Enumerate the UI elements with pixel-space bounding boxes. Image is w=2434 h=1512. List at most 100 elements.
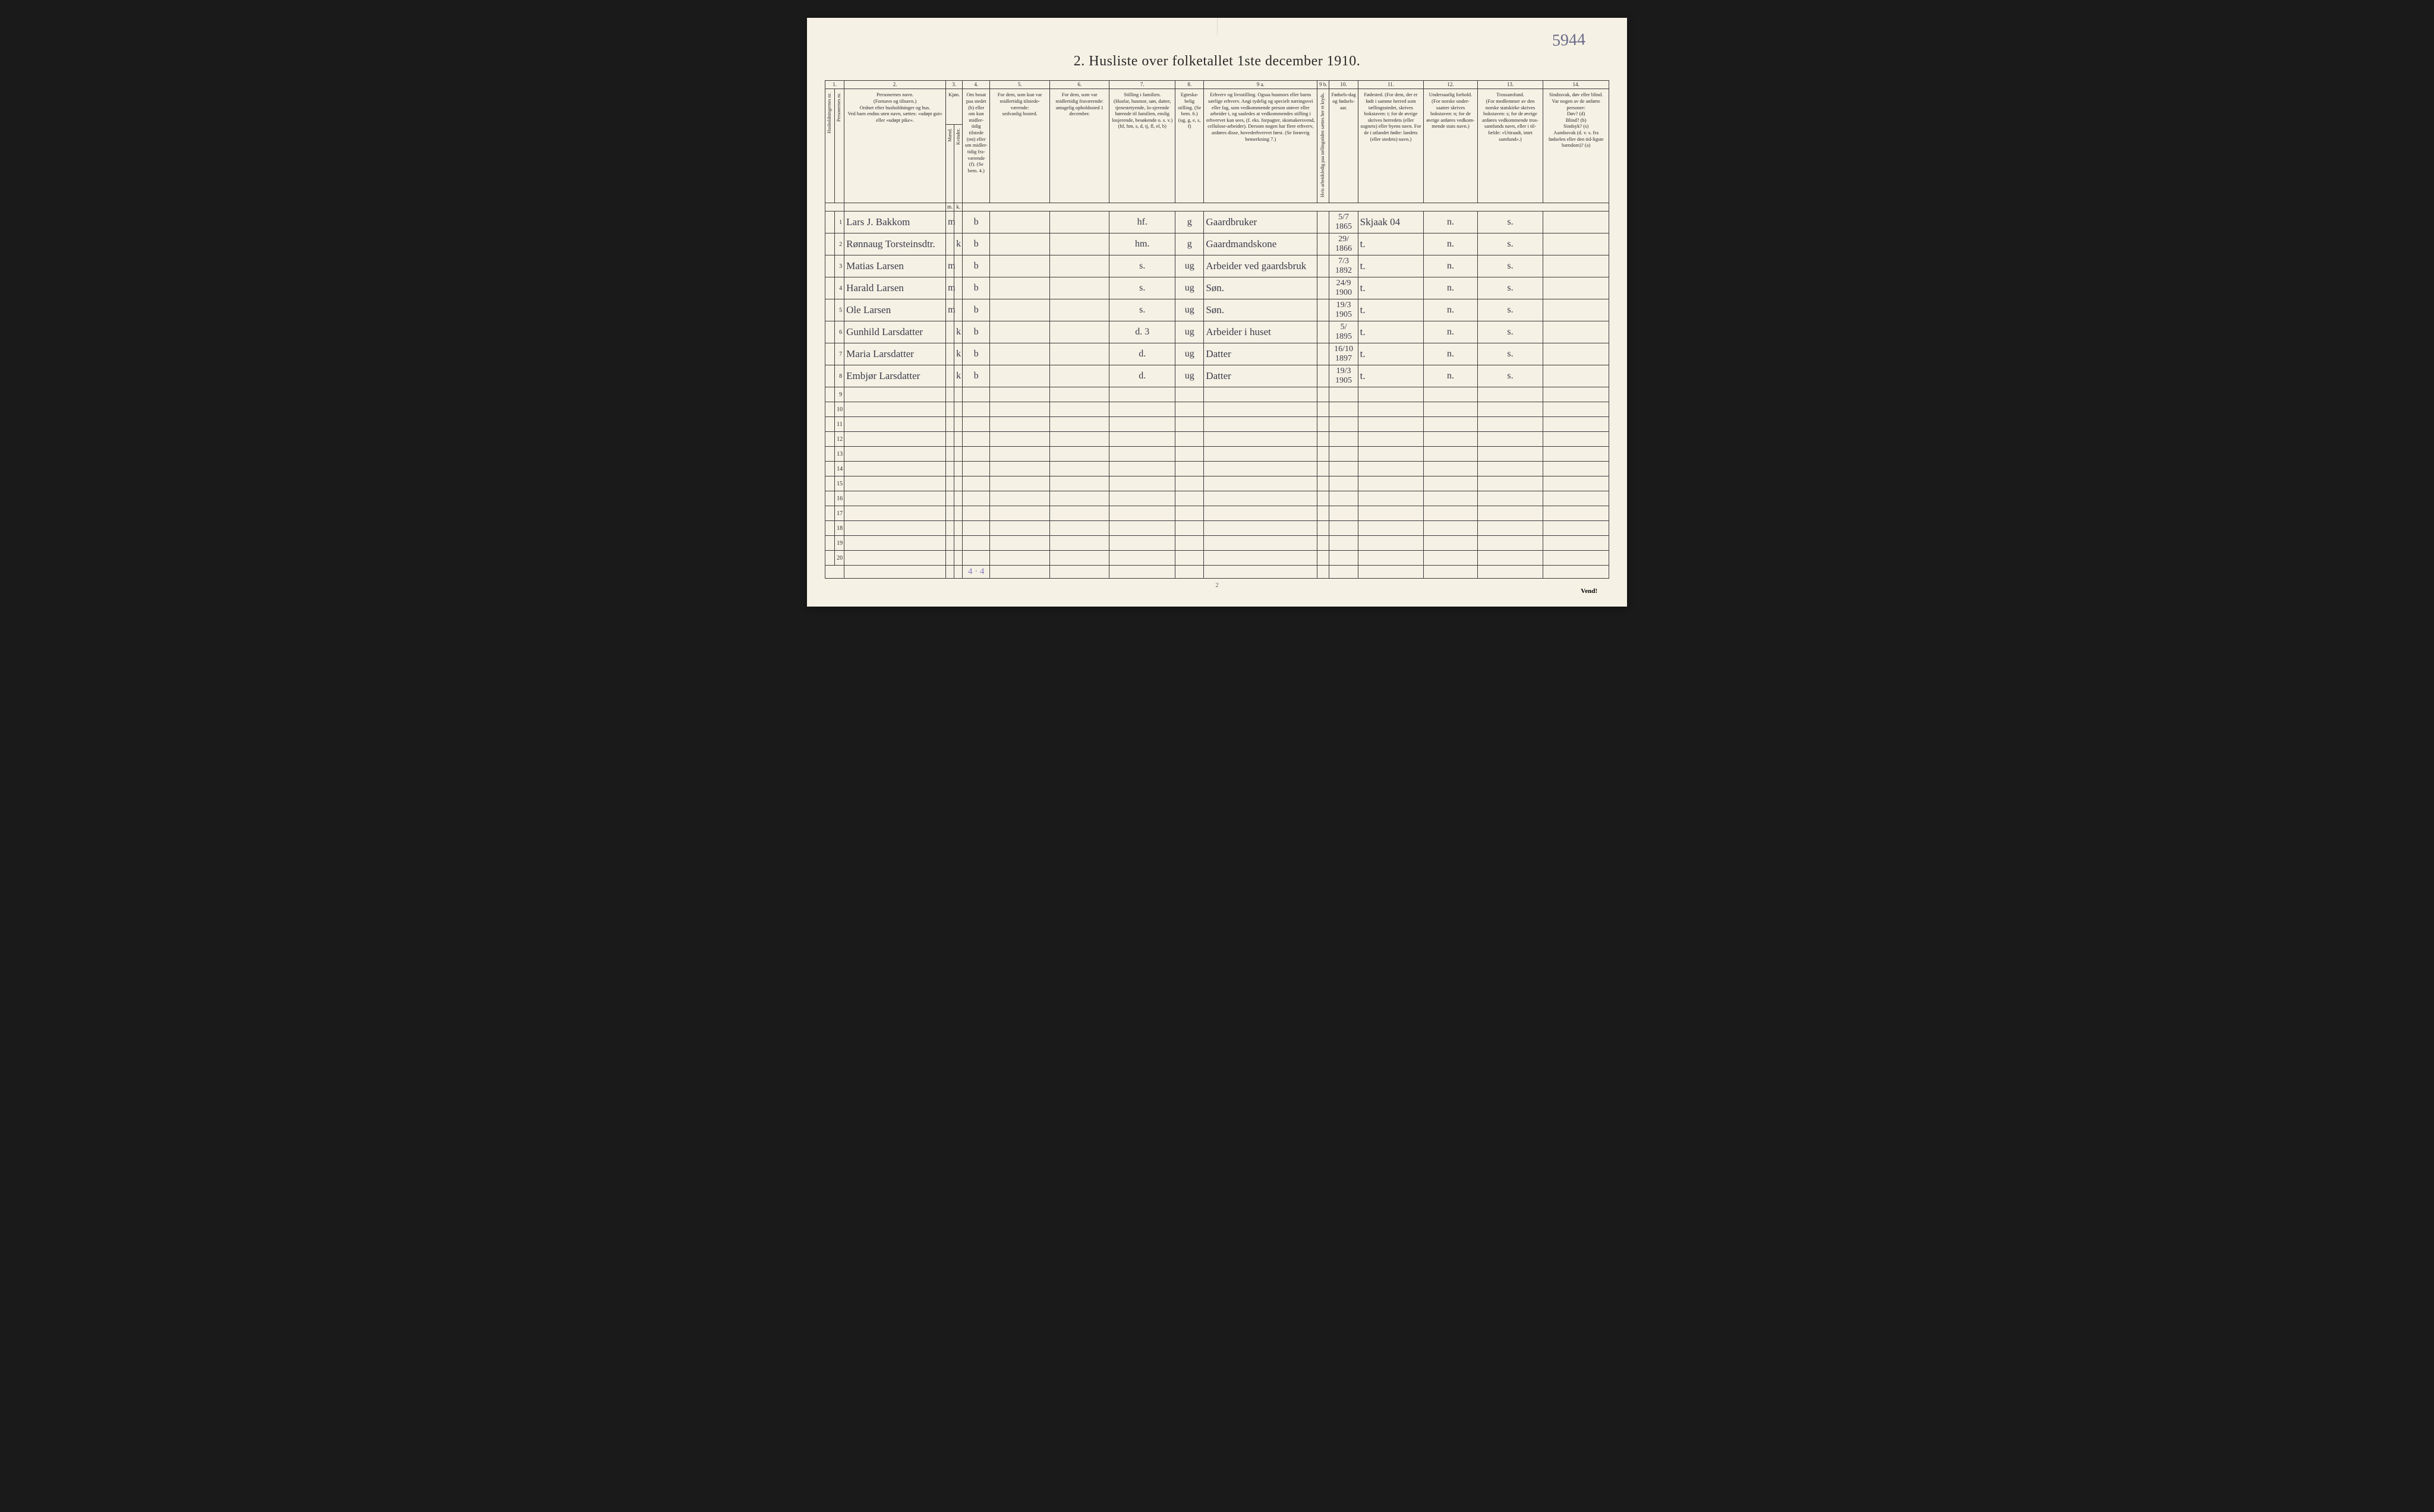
page-title: 2. Husliste over folketallet 1ste decemb… [825, 53, 1609, 70]
table-row: 6Gunhild Larsdatterkbd. 3ugArbeider i hu… [825, 321, 1609, 343]
cell [1543, 506, 1609, 521]
cell [946, 506, 954, 521]
cell: g [1175, 233, 1204, 255]
cell [1109, 387, 1175, 402]
cell [990, 365, 1050, 387]
page-number: 2 [825, 582, 1609, 589]
cell [1317, 255, 1329, 277]
cell [1424, 462, 1477, 476]
cell [844, 551, 946, 566]
cell [1424, 432, 1477, 447]
cell: s. [1109, 299, 1175, 321]
cell [1317, 402, 1329, 417]
cell: s. [1477, 365, 1543, 387]
hdr-1b: Personernes nr. [835, 89, 844, 203]
cell: 19/3 1905 [1329, 365, 1358, 387]
cell [1317, 432, 1329, 447]
cell [1049, 277, 1109, 299]
cell [1109, 462, 1175, 476]
cell [1424, 417, 1477, 432]
footer-annotation: 4 · 4 [963, 566, 990, 579]
cell: 5/ 1895 [1329, 321, 1358, 343]
cell [963, 387, 990, 402]
cell [1204, 506, 1317, 521]
cell: 4 [835, 277, 844, 299]
cell [1317, 365, 1329, 387]
cell [990, 476, 1050, 491]
cell: k [954, 343, 963, 365]
table-row: 5Ole Larsenmbs.ugSøn.19/3 1905t.n.s. [825, 299, 1609, 321]
cell [1317, 462, 1329, 476]
cell: s. [1477, 277, 1543, 299]
cell [825, 521, 835, 536]
cell [825, 476, 835, 491]
table-row: 17 [825, 506, 1609, 521]
cell [946, 417, 954, 432]
cell [963, 521, 990, 536]
header-mk-row: m. k. [825, 203, 1609, 211]
cell: b [963, 299, 990, 321]
cell [1049, 506, 1109, 521]
cell [1317, 277, 1329, 299]
cell [1049, 233, 1109, 255]
cell [1543, 212, 1609, 233]
cell [844, 462, 946, 476]
cell [844, 432, 946, 447]
cell [1175, 536, 1204, 551]
cell [1477, 476, 1543, 491]
table-row: 11 [825, 417, 1609, 432]
cell: s. [1109, 277, 1175, 299]
cell: b [963, 212, 990, 233]
cell [954, 387, 963, 402]
cell [1358, 402, 1424, 417]
cell [946, 491, 954, 506]
cell [825, 432, 835, 447]
cell [1204, 417, 1317, 432]
cell: s. [1477, 299, 1543, 321]
cell [946, 536, 954, 551]
hdr-8: Egteska-belig stilling. (Se bem. 6.) (ug… [1175, 89, 1204, 203]
cell [1109, 417, 1175, 432]
colnum-11: 11. [1358, 81, 1424, 89]
cell [946, 476, 954, 491]
cell [990, 402, 1050, 417]
cell [954, 536, 963, 551]
cell: 9 [835, 387, 844, 402]
cell [954, 447, 963, 462]
cell [1329, 551, 1358, 566]
table-row: 2Rønnaug Torsteinsdtr.kbhm.gGaardmandsko… [825, 233, 1609, 255]
cell: Skjaak 04 [1358, 212, 1424, 233]
hdr-3: Kjøn. [946, 89, 963, 125]
cell: ug [1175, 343, 1204, 365]
cell [1477, 551, 1543, 566]
cell: hm. [1109, 233, 1175, 255]
cell [1204, 462, 1317, 476]
cell [844, 476, 946, 491]
cell [963, 536, 990, 551]
cell: 11 [835, 417, 844, 432]
colnum-1: 1. [825, 81, 844, 89]
cell [1543, 321, 1609, 343]
cell [844, 387, 946, 402]
cell [1543, 491, 1609, 506]
cell [1317, 521, 1329, 536]
cell [1109, 506, 1175, 521]
cell: s. [1477, 343, 1543, 365]
cell: ug [1175, 321, 1204, 343]
hdr-1a: Husholdningernes nr. [825, 89, 835, 203]
cell: s. [1477, 212, 1543, 233]
cell [1049, 447, 1109, 462]
hdr-5: For dem, som kun var midlertidig tilsted… [990, 89, 1050, 203]
cell [825, 233, 835, 255]
colnum-12: 12. [1424, 81, 1477, 89]
hdr-13: Trossamfund. (For medlemmer av den norsk… [1477, 89, 1543, 203]
cell: n. [1424, 255, 1477, 277]
cell [1109, 447, 1175, 462]
cell [844, 521, 946, 536]
cell: t. [1358, 321, 1424, 343]
cell [946, 387, 954, 402]
cell [1543, 255, 1609, 277]
cell: 8 [835, 365, 844, 387]
cell [1329, 432, 1358, 447]
hdr-9a: Erhverv og livsstilling. Ogsaa husmors e… [1204, 89, 1317, 203]
